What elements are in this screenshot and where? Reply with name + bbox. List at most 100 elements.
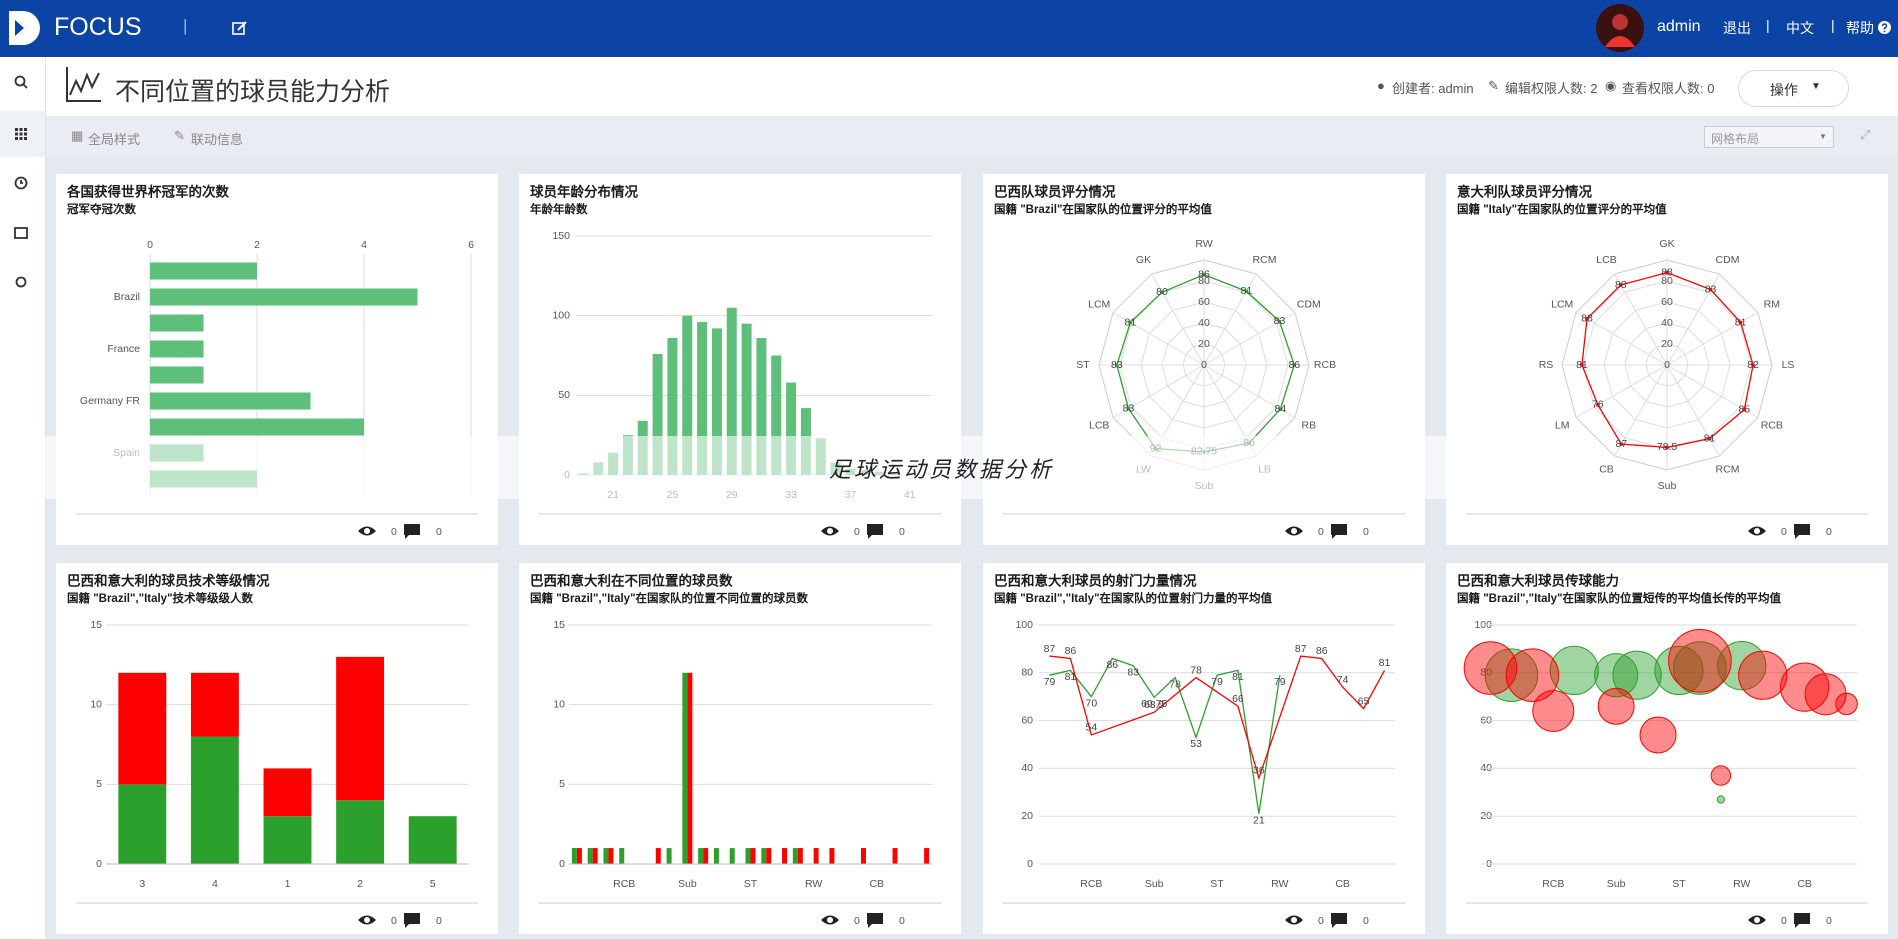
x-tick-label: 2 — [357, 878, 363, 890]
axis-label: RW — [1195, 238, 1212, 250]
layout-select[interactable]: 网格布局 ▼ — [1704, 126, 1834, 148]
language-link[interactable]: 中文 — [1786, 20, 1814, 36]
data-label: 85 — [1738, 403, 1750, 415]
bar — [150, 314, 204, 332]
comment-count: 0 — [1363, 915, 1369, 927]
view-icon[interactable] — [821, 526, 839, 536]
r-tick-label: 20 — [1198, 338, 1210, 350]
y-tick-label: 0 — [564, 469, 570, 481]
bubble — [1835, 692, 1858, 716]
bar — [703, 848, 709, 864]
search-icon[interactable] — [14, 75, 26, 87]
link-icon[interactable]: ✎ — [174, 128, 185, 143]
grid-ring — [1603, 301, 1731, 429]
comment-icon[interactable] — [1794, 913, 1810, 928]
data-label: 88 — [1581, 313, 1593, 325]
logout-link[interactable]: 退出 — [1723, 20, 1751, 36]
chart-card: 巴西和意大利在不同位置的球员数 国籍 "Brazil","Italy"在国家队的位… — [519, 563, 961, 934]
calendar-icon[interactable] — [14, 227, 28, 239]
bar — [892, 848, 898, 864]
page-icon — [66, 67, 101, 102]
data-label: 86 — [1106, 659, 1118, 671]
data-label: 88 — [1615, 279, 1627, 291]
view-icon[interactable] — [1285, 526, 1303, 536]
data-label: 82.75 — [1191, 446, 1217, 458]
x-tick-label: RW — [805, 878, 822, 890]
view-icon[interactable] — [1748, 915, 1766, 925]
edit-icon[interactable] — [232, 20, 248, 36]
sidebar-icons — [0, 75, 45, 288]
bar — [766, 848, 772, 864]
creator-icon: ● — [1377, 78, 1385, 93]
data-label: 78.5 — [1657, 441, 1678, 453]
comment-icon[interactable] — [1331, 524, 1347, 539]
r-tick-label: 0 — [1201, 359, 1207, 371]
y-tick-label: 5 — [96, 778, 102, 790]
axis-label: GK — [1136, 254, 1151, 266]
style-icon[interactable]: ▦ — [71, 128, 84, 143]
bubble — [1463, 641, 1518, 695]
data-label: 36 — [1253, 765, 1265, 777]
comment-icon[interactable] — [404, 913, 420, 928]
chart-title: 巴西和意大利球员的射门力量情况 — [994, 573, 1197, 589]
bubble — [1673, 641, 1727, 695]
comment-icon[interactable] — [1794, 524, 1810, 539]
comment-icon[interactable] — [867, 913, 883, 928]
comment-icon[interactable] — [1331, 913, 1347, 928]
comment-count: 0 — [436, 915, 442, 927]
data-label: 79 — [1044, 676, 1056, 688]
bar — [797, 848, 803, 864]
fullscreen-icon[interactable]: ⤢ — [1860, 127, 1871, 142]
history-icon[interactable] — [14, 176, 28, 190]
comment-icon[interactable] — [867, 524, 883, 539]
spoke — [1575, 364, 1668, 418]
comment-count: 0 — [1826, 915, 1832, 927]
settings-icon[interactable] — [15, 276, 27, 288]
radar-point — [1115, 363, 1119, 367]
data-label: 81 — [1241, 285, 1253, 297]
view-icon[interactable] — [358, 915, 376, 925]
data-label: 65 — [1358, 695, 1370, 707]
view-icon[interactable] — [1285, 915, 1303, 925]
view-icon[interactable] — [821, 915, 839, 925]
bar-segment — [336, 656, 385, 801]
dashboard-icon[interactable] — [15, 128, 27, 140]
x-tick-label: Sub — [678, 878, 697, 890]
spoke — [1614, 364, 1668, 457]
user-name[interactable]: admin — [1657, 18, 1701, 35]
help-icon[interactable] — [1877, 20, 1892, 35]
link-info[interactable]: 联动信息 — [191, 132, 244, 147]
global-style[interactable]: 全局样式 — [88, 132, 141, 147]
bar — [652, 353, 663, 475]
bar — [924, 848, 930, 864]
view-icon[interactable] — [1748, 526, 1766, 536]
grid-ring — [1161, 322, 1247, 408]
grid-ring — [1182, 343, 1226, 387]
view-icon[interactable] — [358, 526, 376, 536]
bubble — [1549, 645, 1599, 696]
radar-point — [1160, 290, 1164, 295]
radar-point — [1665, 445, 1669, 450]
radar-point — [1665, 270, 1669, 275]
chart-card: 意大利队球员评分情况 国籍 "Italy"在国家队的位置评分的平均值 0 0 GK CDM… — [1446, 174, 1888, 545]
bar — [813, 848, 819, 864]
bar — [697, 322, 708, 475]
bar — [771, 355, 782, 475]
axis-label: LW — [1136, 464, 1151, 476]
top-bar: FOCUS | admin 退出 | 中文 | 帮助 — [0, 0, 1898, 57]
chart-subtitle: 冠军夺冠次数 — [67, 202, 136, 216]
x-tick-label: ST — [744, 878, 758, 890]
data-label: 80 — [1156, 286, 1168, 298]
help-link[interactable]: 帮助 — [1846, 20, 1874, 36]
avatar[interactable] — [1595, 3, 1645, 53]
bar — [150, 392, 311, 410]
comment-icon[interactable] — [404, 524, 420, 539]
chart-card: 各国获得世界杯冠军的次数 冠军夺冠次数 0 0 0 2 4 6 Brazil France Germ… — [56, 174, 498, 545]
axis-label: RCM — [1716, 464, 1740, 476]
data-label: 81 — [1065, 671, 1077, 683]
editor-count: 编辑权限人数: 2 — [1505, 81, 1598, 96]
action-button[interactable]: 操作 ▼ — [1738, 70, 1849, 107]
